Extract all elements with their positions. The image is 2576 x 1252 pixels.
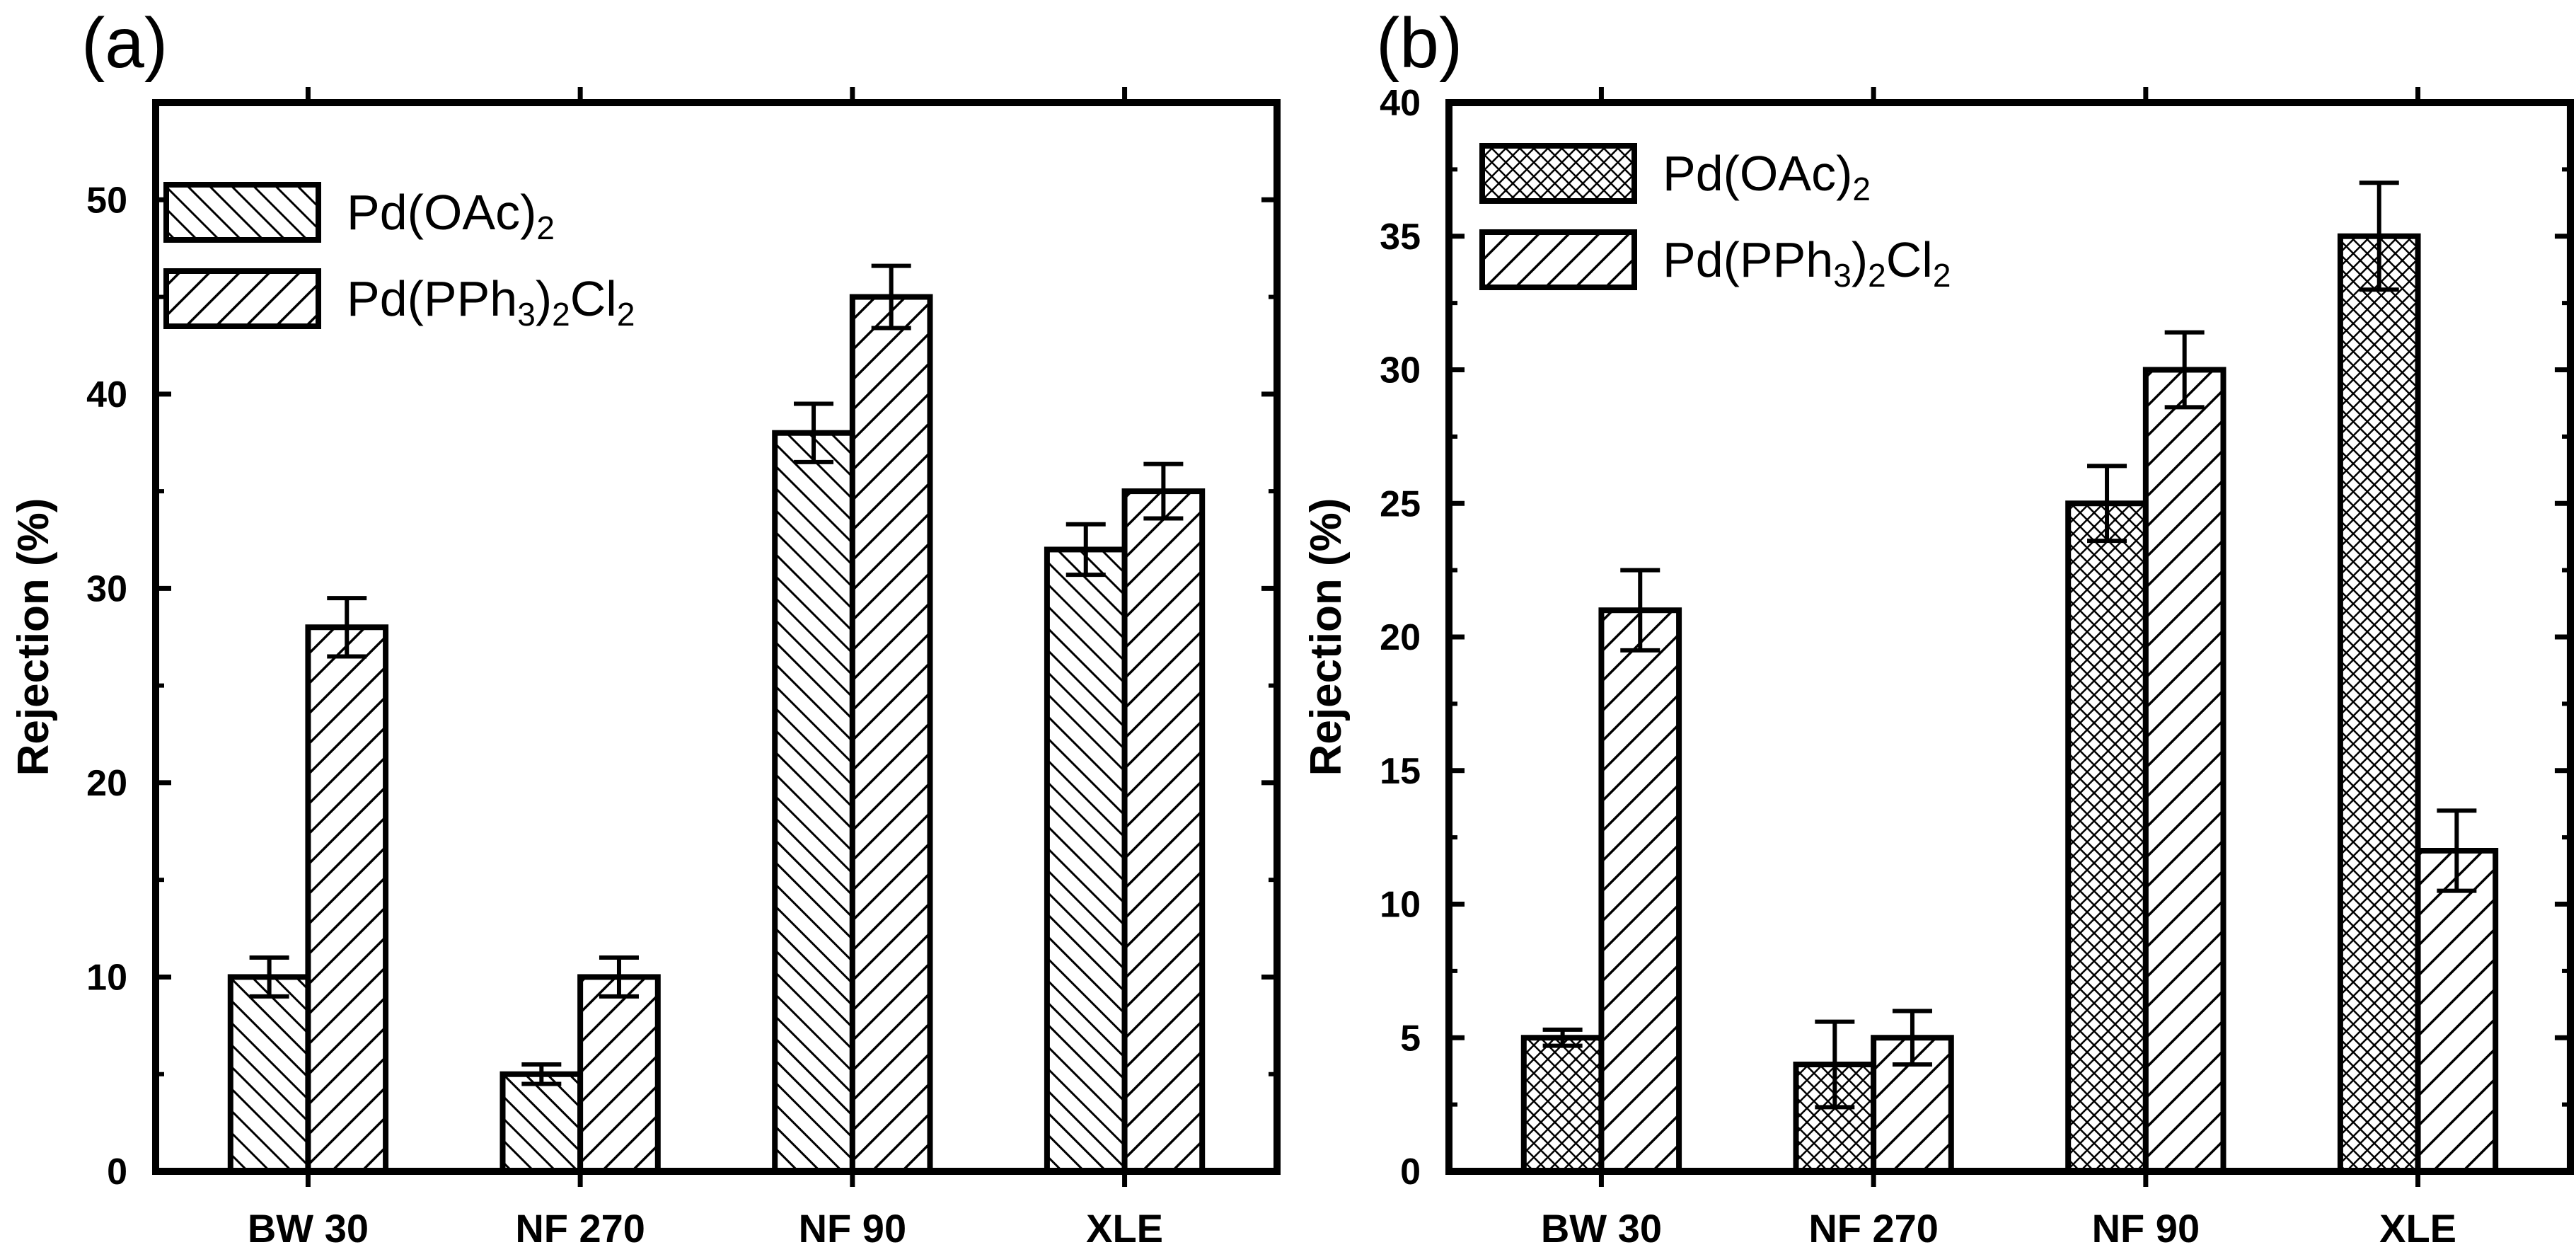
legend-swatch-pd-oac-2	[1479, 143, 1637, 204]
x-tick-label-nf-270: NF 270	[1808, 1206, 1939, 1251]
x-tick-label-bw-30: BW 30	[248, 1206, 369, 1251]
x-tick-label-nf-90: NF 90	[2092, 1206, 2200, 1251]
bar-pd-oac-2-nf-270	[499, 1071, 584, 1175]
legend-label-pd-oac-2: Pd(OAc)2	[1663, 146, 1871, 207]
legend-text: Pd(OAc)	[347, 185, 536, 240]
bar-pd-oac-2-bw-30	[1520, 1035, 1605, 1174]
panel-label: (b)	[1376, 4, 1462, 83]
y-tick-label: 50	[86, 180, 127, 221]
legend-subscript: 2	[1852, 171, 1871, 207]
y-axis-label: Rejection (%)	[1302, 498, 1351, 776]
y-tick-label: 25	[1380, 483, 1421, 524]
y-tick-label: 35	[1380, 217, 1421, 258]
bar-pd-oac-2-bw-30	[227, 974, 311, 1175]
y-tick-label: 20	[1380, 617, 1421, 658]
y-tick-label: 15	[1380, 751, 1421, 792]
legend-text: Cl	[570, 271, 617, 326]
legend-subscript: 3	[1833, 257, 1852, 294]
legend-text: Pd(OAc)	[1663, 146, 1852, 201]
x-tick-label-xle: XLE	[1086, 1206, 1163, 1251]
plot-frame	[152, 99, 1281, 1175]
x-tick-label-xle: XLE	[2379, 1206, 2456, 1251]
bar-pd-pph3-2cl2-nf-270	[577, 974, 661, 1175]
y-tick-label: 0	[107, 1152, 127, 1193]
legend-subscript: 2	[552, 296, 570, 333]
bar-pd-pph3-2cl2-nf-90	[849, 294, 933, 1175]
bar-pd-pph3-2cl2-xle	[1121, 488, 1206, 1174]
bar-pd-pph3-2cl2-bw-30	[305, 624, 389, 1174]
legend-text: )	[1852, 232, 1868, 287]
panel-label: (a)	[81, 4, 168, 83]
y-tick-label: 5	[1400, 1018, 1421, 1059]
legend-text: )	[536, 271, 552, 326]
legend-label-pd-pph3-2cl2: Pd(PPh3)2Cl2	[347, 271, 635, 333]
bar-pd-oac-2-xle	[1044, 546, 1128, 1174]
panel-b: (b) Rejection (%) 0 5 10 15 20 25 30 35 40 BW 30 NF …	[1302, 4, 2574, 1251]
legend-label-pd-oac-2: Pd(OAc)2	[347, 185, 555, 246]
legend-text: Pd(PPh	[1663, 232, 1833, 287]
y-tick-label: 30	[1380, 350, 1421, 391]
x-tick-label-nf-270: NF 270	[515, 1206, 645, 1251]
legend-subscript: 2	[1868, 257, 1886, 294]
legend-text: Pd(PPh	[347, 271, 517, 326]
bar-pd-oac-2-nf-90	[772, 430, 855, 1174]
y-tick-label: 30	[86, 568, 127, 609]
y-tick-label: 40	[1380, 83, 1421, 124]
y-tick-label: 10	[1380, 885, 1421, 926]
y-tick-label: 0	[1400, 1152, 1421, 1193]
legend-label-pd-pph3-2cl2: Pd(PPh3)2Cl2	[1663, 232, 1951, 294]
y-axis-label: Rejection (%)	[9, 498, 58, 776]
y-tick-label: 40	[86, 374, 127, 415]
x-tick-label-bw-30: BW 30	[1541, 1206, 1662, 1251]
legend-subscript: 2	[617, 296, 635, 333]
legend-swatch-pd-pph3-2cl2	[1479, 229, 1637, 290]
legend-swatch-pd-oac-2	[163, 182, 321, 243]
x-tick-label-nf-90: NF 90	[799, 1206, 907, 1251]
bar-pd-pph3-2cl2-bw-30	[1598, 607, 1682, 1174]
legend-subscript: 2	[1933, 257, 1951, 294]
y-tick-label: 10	[86, 957, 127, 998]
bar-pd-oac-2-xle	[2337, 233, 2421, 1174]
bar-pd-oac-2-nf-90	[2065, 500, 2149, 1174]
legend-subscript: 3	[517, 296, 536, 333]
legend-text: Cl	[1886, 232, 1933, 287]
legend-swatch-pd-pph3-2cl2	[163, 268, 321, 329]
plot-frame	[1445, 99, 2574, 1175]
y-tick-label: 20	[86, 763, 127, 804]
panel-a: (a) Rejection (%) 0 10 20 30 40 50 BW 30 NF 270 NF…	[9, 4, 1281, 1251]
bar-pd-pph3-2cl2-xle	[2415, 848, 2499, 1174]
legend-subscript: 2	[536, 209, 555, 246]
bar-pd-pph3-2cl2-nf-90	[2142, 367, 2226, 1174]
